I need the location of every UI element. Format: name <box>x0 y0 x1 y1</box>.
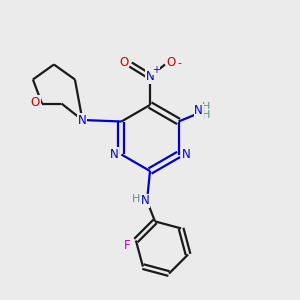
Text: O: O <box>167 56 176 70</box>
Text: H: H <box>131 194 140 205</box>
Text: O: O <box>31 95 40 109</box>
Text: -: - <box>177 58 182 68</box>
Text: H: H <box>201 110 210 120</box>
Text: N: N <box>110 148 118 161</box>
Text: N: N <box>194 104 203 118</box>
Text: H: H <box>201 102 210 112</box>
Text: N: N <box>78 113 87 127</box>
Text: N: N <box>182 148 190 161</box>
Text: O: O <box>119 56 128 70</box>
Text: N: N <box>141 194 150 208</box>
Text: +: + <box>152 65 160 75</box>
Text: N: N <box>146 70 154 83</box>
Text: F: F <box>124 238 130 251</box>
